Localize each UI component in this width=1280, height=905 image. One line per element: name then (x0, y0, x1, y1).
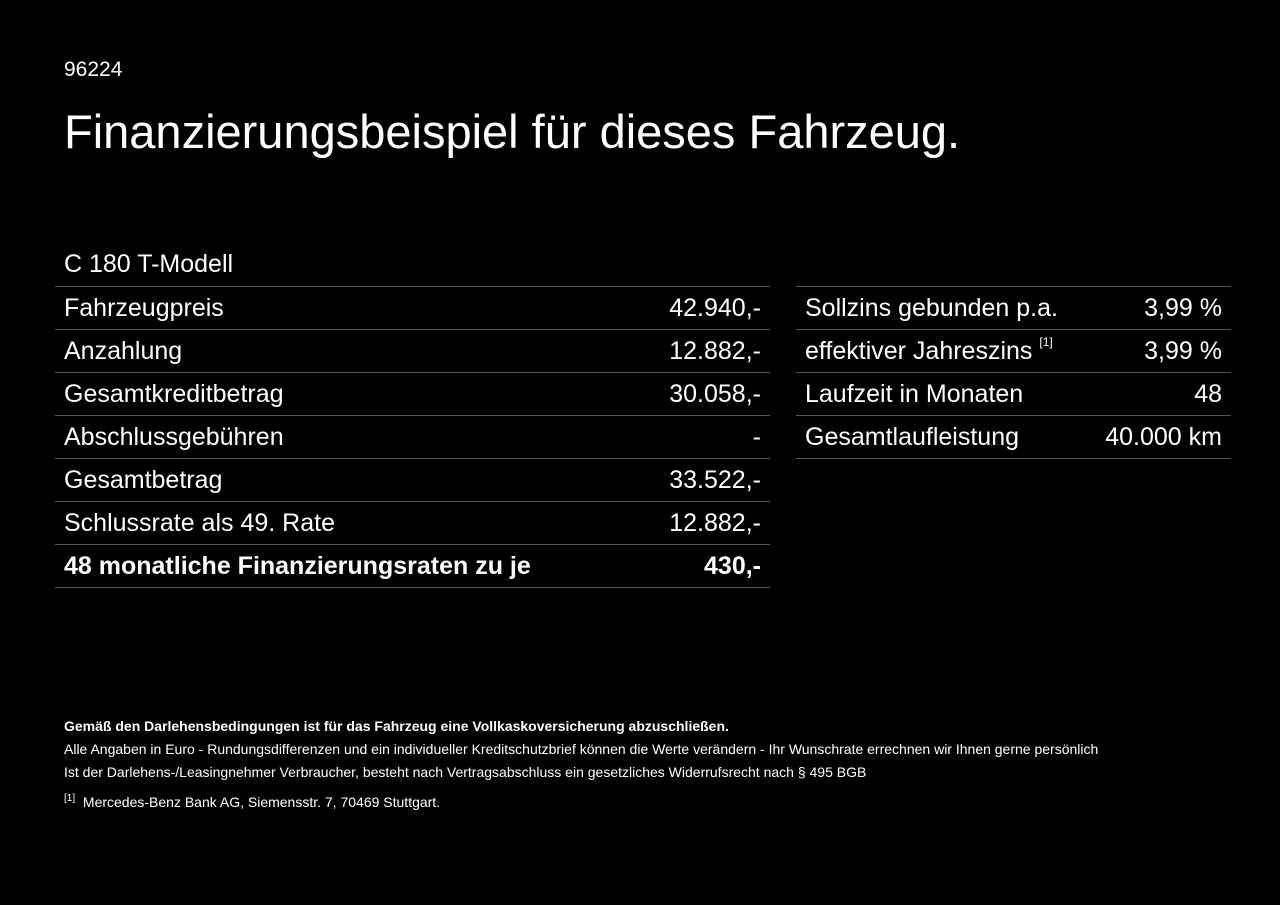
row-value: 42.940,- (669, 293, 761, 322)
row-label: Schlussrate als 49. Rate (64, 508, 335, 537)
table-row: Gesamtkreditbetrag 30.058,- (55, 373, 770, 416)
row-value: 48 (1194, 379, 1222, 408)
table-row: Fahrzeugpreis 42.940,- (55, 287, 770, 330)
vehicle-code: 96224 (64, 58, 123, 81)
footnote: [1] Mercedes-Benz Bank AG, Siemensstr. 7… (64, 791, 1098, 814)
disclaimer-line: Alle Angaben in Euro - Rundungsdifferenz… (64, 741, 1099, 757)
table-row: Gesamtlaufleistung 40.000 km (796, 416, 1231, 459)
footnote-mark: [1] (64, 793, 76, 804)
row-label: effektiver Jahreszins (805, 336, 1033, 365)
table-row: Gesamtbetrag 33.522,- (55, 459, 770, 502)
disclaimer-line: Ist der Darlehens-/Leasingnehmer Verbrau… (64, 764, 867, 780)
row-label: Gesamtkreditbetrag (64, 379, 284, 408)
model-name: C 180 T-Modell (64, 250, 234, 278)
row-value: - (752, 422, 761, 451)
row-value: 30.058,- (669, 379, 761, 408)
table-row: Laufzeit in Monaten 48 (796, 373, 1231, 416)
terms-table: Sollzins gebunden p.a. 3,99 % effektiver … (796, 286, 1231, 459)
legal-notes: Gemäß den Darlehensbedingungen ist für d… (64, 715, 1098, 814)
table-row: Anzahlung 12.882,- (55, 330, 770, 373)
row-value: 40.000 km (1105, 422, 1222, 451)
table-row: Sollzins gebunden p.a. 3,99 % (796, 287, 1231, 330)
row-label: Gesamtlaufleistung (805, 422, 1020, 451)
table-row: effektiver Jahreszins [1] 3,99 % (796, 330, 1231, 373)
row-value: 12.882,- (669, 508, 761, 537)
row-value: 33.522,- (669, 465, 761, 494)
table-row: Abschlussgebühren - (55, 416, 770, 459)
row-label: 48 monatliche Finanzierungsraten zu je (64, 551, 531, 580)
row-value: 3,99 % (1144, 293, 1222, 322)
financing-table: Fahrzeugpreis 42.940,- Anzahlung 12.882,- … (55, 286, 770, 588)
row-label: Abschlussgebühren (64, 422, 284, 451)
row-label: Anzahlung (64, 336, 183, 365)
row-label: Gesamtbetrag (64, 465, 223, 494)
row-label: Fahrzeugpreis (64, 293, 224, 322)
row-value: 430,- (704, 551, 761, 580)
row-value: 3,99 % (1144, 336, 1222, 365)
insurance-note: Gemäß den Darlehensbedingungen ist für d… (64, 718, 729, 734)
row-label: Sollzins gebunden p.a. (805, 293, 1058, 322)
footnote-ref: [1] (1039, 334, 1053, 349)
page-title: Finanzierungsbeispiel für dieses Fahrzeu… (64, 105, 961, 158)
footnote-text: Mercedes-Benz Bank AG, Siemensstr. 7, 70… (82, 794, 441, 810)
monthly-rate-row: 48 monatliche Finanzierungsraten zu je 43… (55, 545, 770, 588)
table-row: Schlussrate als 49. Rate 12.882,- (55, 502, 770, 545)
row-value: 12.882,- (669, 336, 761, 365)
row-label: Laufzeit in Monaten (805, 379, 1024, 408)
